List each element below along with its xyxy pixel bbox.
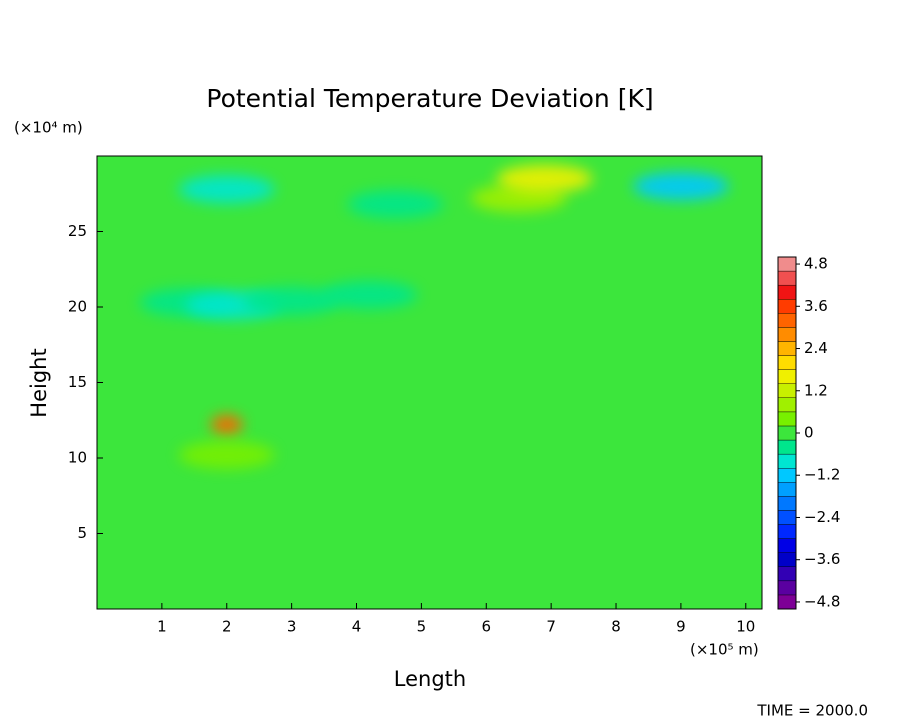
colorbar-tick-label: 4.8	[804, 255, 828, 273]
colorbar-swatch	[777, 313, 797, 328]
colorbar-swatch	[777, 270, 797, 286]
colorbar-swatch	[777, 369, 797, 384]
colorbar-swatch	[777, 496, 797, 511]
colorbar-swatch	[777, 327, 797, 342]
x-tick-label: 3	[287, 618, 297, 636]
colorbar-swatch	[777, 299, 797, 314]
field-feature	[321, 280, 418, 309]
y-tick-label: 15	[68, 373, 87, 391]
colorbar-swatch	[777, 552, 797, 567]
chart-title: Potential Temperature Deviation [K]	[206, 84, 653, 113]
colorbar-tick-label: −1.2	[804, 466, 840, 484]
colorbar-swatch	[777, 439, 797, 455]
field-feature	[496, 164, 593, 193]
y-tick-label: 5	[77, 524, 87, 542]
x-tick-label: 5	[417, 618, 427, 636]
x-tick-label: 9	[676, 618, 686, 636]
colorbar-swatch	[777, 383, 797, 399]
x-tick-label: 7	[546, 618, 556, 636]
footer: TIME = 2000.0	[756, 702, 868, 720]
colorbar-swatch	[777, 580, 797, 596]
colorbar-swatch	[777, 425, 797, 441]
colorbar-swatch	[777, 566, 797, 582]
field-feature	[243, 286, 340, 315]
colorbar-tick-label: −4.8	[804, 592, 840, 610]
x-tick-label: 2	[222, 618, 232, 636]
x-tick-label: 1	[157, 618, 167, 636]
x-tick-label: 6	[481, 618, 491, 636]
y-tick-label: 20	[68, 298, 87, 316]
y-tick-label: 10	[68, 449, 87, 467]
field-feature	[178, 440, 275, 469]
colorbar-swatch	[777, 341, 797, 356]
colorbar-swatch	[777, 524, 797, 539]
colorbar-tick-label: 0	[804, 424, 814, 442]
field-feature	[632, 172, 729, 201]
colorbar-swatch	[777, 538, 797, 553]
x-tick-label: 4	[352, 618, 362, 636]
y-tick-label: 25	[68, 222, 87, 240]
field-feature	[347, 190, 444, 219]
x-tick-label: 10	[736, 618, 755, 636]
colorbar-tick-label: 3.6	[804, 297, 828, 315]
y-unit: (×10⁴ m)	[14, 119, 83, 137]
x-axis-label: Length	[394, 667, 466, 691]
colorbar-swatch	[777, 453, 797, 469]
colorbar-swatch	[777, 411, 797, 427]
colorbar-swatch	[777, 510, 797, 525]
colorbar-swatch	[777, 256, 797, 272]
x-unit: (×10⁵ m)	[690, 641, 759, 659]
field-background	[97, 156, 762, 609]
colorbar-tick-label: −2.4	[804, 508, 840, 526]
colorbar-tick-label: 2.4	[804, 339, 828, 357]
colorbar-tick-label: −3.6	[804, 550, 840, 568]
x-tick-label: 8	[611, 618, 621, 636]
field-feature	[178, 175, 275, 204]
plot-area	[97, 156, 762, 609]
colorbar-swatch	[777, 355, 797, 370]
field-feature	[210, 414, 243, 435]
colorbar-swatch	[777, 284, 797, 300]
colorbar-swatch	[777, 482, 797, 497]
colorbar-tick-label: 1.2	[804, 381, 828, 399]
colorbar-swatch	[777, 397, 797, 413]
colorbar-swatch	[777, 594, 797, 610]
y-axis-label: Height	[27, 348, 51, 417]
colorbar-swatch	[777, 468, 797, 483]
